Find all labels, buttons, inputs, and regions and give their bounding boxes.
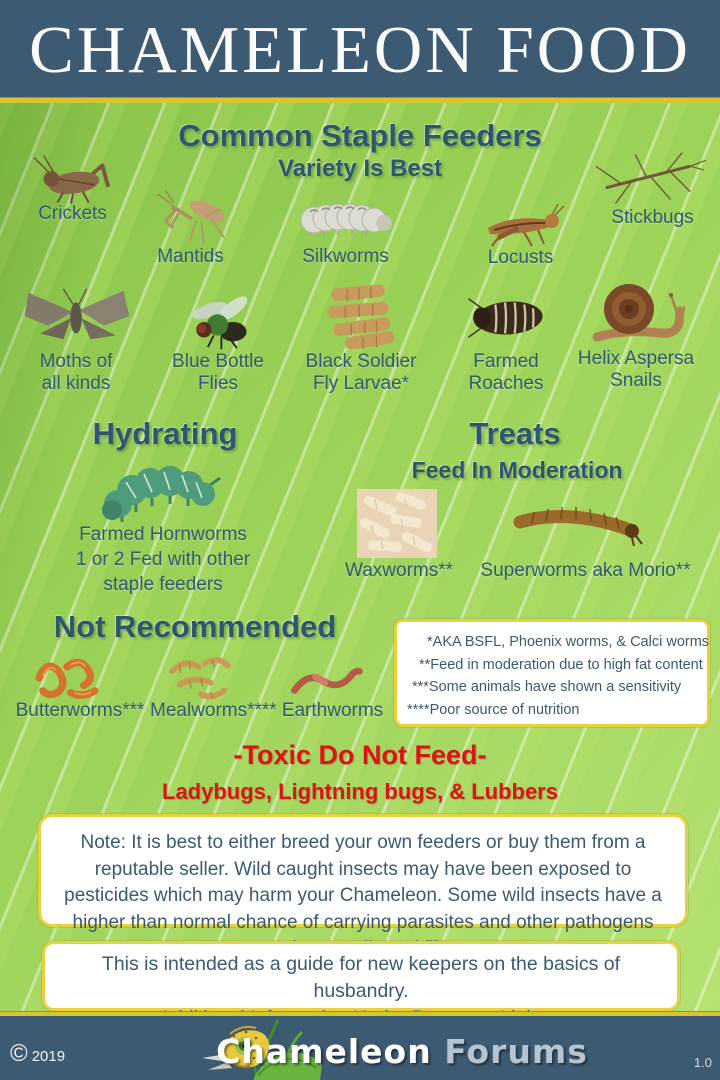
- footnote-sensitivity: ***Some animals have shown a sensitivity: [412, 679, 682, 695]
- page-title: CHAMELEON FOOD: [29, 13, 691, 87]
- staple-label-stickbugs: Stickbugs: [611, 207, 694, 228]
- footer-divider: [0, 1011, 720, 1017]
- footnote-fat-content: **Feed in moderation due to high fat con…: [419, 656, 703, 673]
- staple-section-title: Common Staple Feeders: [178, 118, 542, 153]
- guide-line-1: This is intended as a guide for new keep…: [101, 953, 621, 1002]
- mealworms-image: [162, 650, 236, 702]
- header-divider: [0, 97, 720, 103]
- butterworms-image: [28, 650, 106, 702]
- staple-label-moths: Moths of all kinds: [39, 351, 113, 394]
- copyright-icon: ©: [10, 1040, 28, 1067]
- farmed-roach-image: [462, 291, 550, 345]
- label-mealworms: Mealworms****: [150, 700, 277, 721]
- footnote-nutrition: ****Poor source of nutrition: [407, 701, 580, 718]
- staple-label-helix-aspersa-snails: Helix Aspersa Snails: [577, 348, 695, 391]
- mantids-image: [148, 186, 234, 246]
- brand-secondary: Forums: [444, 1032, 588, 1071]
- not-recommended-section-title: Not Recommended: [53, 609, 337, 644]
- black-soldier-fly-larvae-image: [322, 281, 400, 351]
- chameleon-forums-logo: [196, 1018, 336, 1080]
- brand-primary: Chameleon: [216, 1032, 432, 1071]
- footnote-bsfl: *AKA BSFL, Phoenix worms, & Calci worms: [427, 634, 710, 650]
- treats-label-superworms: Superworms aka Morio**: [480, 560, 691, 581]
- helix-aspersa-snail-image: [585, 279, 685, 345]
- blue-bottle-fly-image: [176, 293, 260, 351]
- guide-box: This is intended as a guide for new keep…: [42, 941, 680, 1056]
- waxworms-image: [357, 489, 437, 558]
- staple-label-black-soldier-fly-larvae: Black Soldier Fly Larvae*: [305, 351, 417, 394]
- superworm-image: [508, 496, 648, 556]
- treats-section-subtitle: Feed In Moderation: [411, 457, 623, 483]
- crickets-image: [30, 153, 118, 205]
- hydrating-caption: Farmed Hornworms 1 or 2 Fed with other s…: [75, 524, 251, 595]
- note-box: Note: It is best to either breed your ow…: [38, 814, 688, 959]
- header-bar: [0, 0, 720, 97]
- footer-brand: Chameleon Forums: [216, 1032, 588, 1071]
- toxic-title: -Toxic Do Not Feed-: [233, 740, 487, 770]
- copyright: © 2019: [10, 1042, 65, 1066]
- hornworm-image: [92, 456, 222, 526]
- stickbugs-image: [588, 148, 706, 206]
- treats-label-waxworms: Waxworms**: [345, 560, 454, 581]
- staple-label-silkworms: Silkworms: [302, 246, 389, 267]
- locusts-image: [474, 200, 566, 248]
- toxic-items: Ladybugs, Lightning bugs, & Lubbers: [162, 779, 558, 804]
- moths-image: [22, 283, 130, 349]
- copyright-year: 2019: [31, 1048, 66, 1065]
- staple-label-blue-bottle-flies: Blue Bottle Flies: [172, 351, 264, 394]
- silkworms-image: [296, 194, 396, 242]
- staple-label-locusts: Locusts: [487, 247, 554, 268]
- footnotes-box: *AKA BSFL, Phoenix worms, & Calci worms …: [394, 619, 710, 727]
- version-label: 1.0: [693, 1055, 712, 1070]
- earthworms-image: [285, 658, 365, 700]
- label-earthworms: Earthworms: [281, 700, 384, 721]
- hydrating-section-title: Hydrating: [92, 416, 238, 451]
- staple-label-farmed-roaches: Farmed Roaches: [468, 351, 544, 394]
- staple-section-subtitle: Variety Is Best: [277, 155, 443, 182]
- staple-label-crickets: Crickets: [38, 203, 107, 224]
- treats-section-title: Treats: [469, 416, 561, 451]
- footer-bar: [0, 1016, 720, 1080]
- staple-label-mantids: Mantids: [157, 246, 224, 267]
- label-butterworms: Butterworms***: [15, 700, 145, 721]
